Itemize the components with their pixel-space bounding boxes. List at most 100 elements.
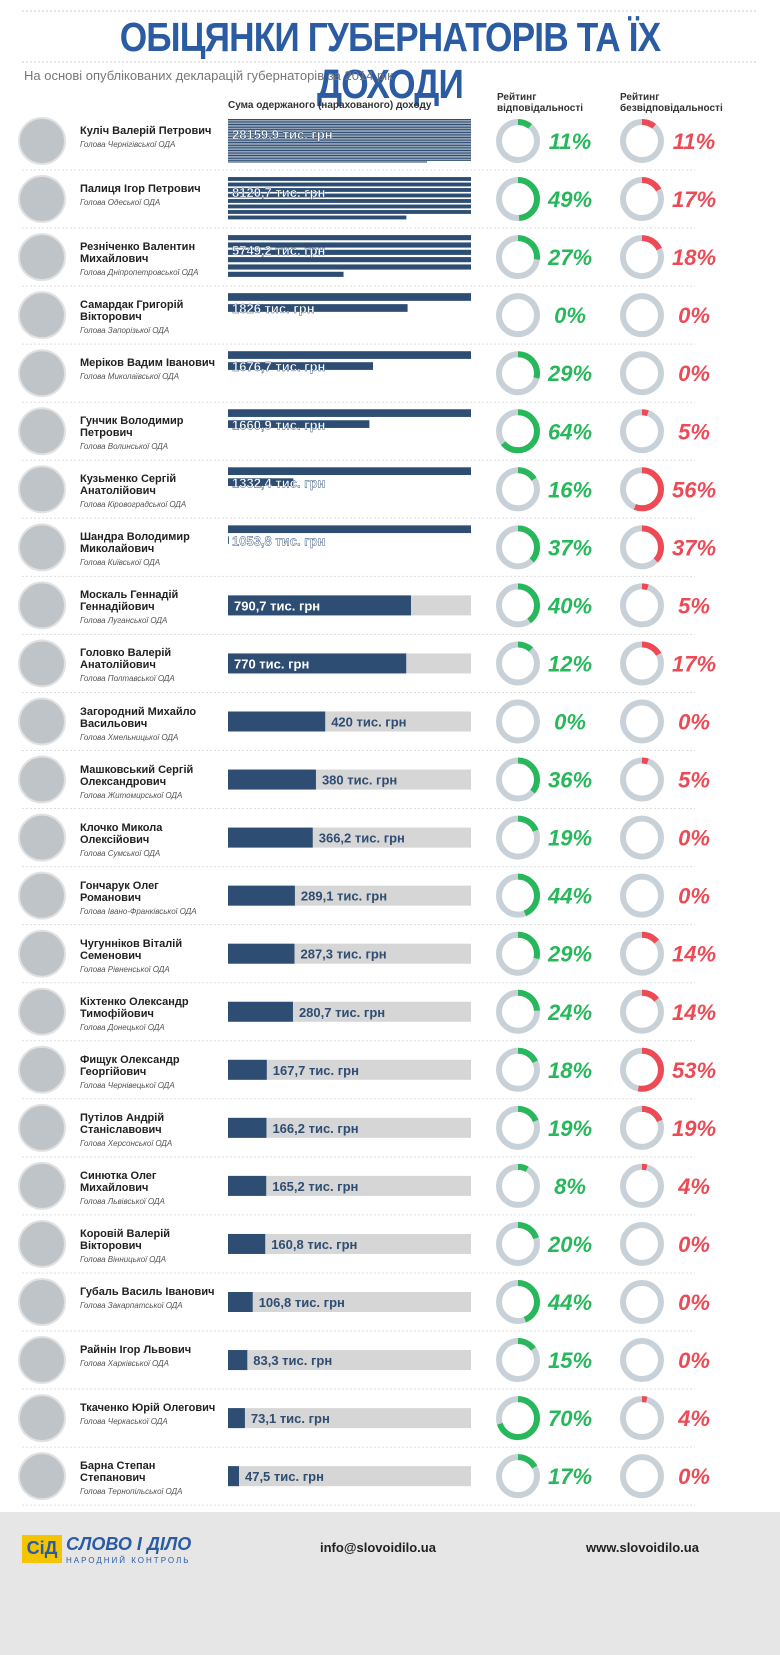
bar-label: 5749,2 тис. грн (232, 243, 325, 258)
donut-arc (620, 931, 664, 976)
bar-track (228, 1408, 471, 1429)
donut-track (620, 409, 664, 454)
position: Голова Сумської ОДА (80, 848, 161, 858)
photo (18, 1103, 66, 1152)
donut-arc (620, 235, 664, 280)
photo (18, 1219, 66, 1268)
bar (228, 215, 407, 220)
bar-label: 1676,7 тис. грн (232, 359, 325, 374)
donut-arc (496, 1221, 540, 1266)
donut-track (620, 815, 664, 860)
bar (228, 151, 471, 153)
bar (228, 132, 471, 134)
bar (228, 159, 471, 161)
photo (18, 1336, 66, 1385)
name: Чугунніков Віталій Семенович Голова Рівне… (80, 938, 220, 976)
percent-label: 19% (548, 1116, 592, 1141)
name: Путілов Андрій Станіславович Голова Херсо… (80, 1112, 220, 1150)
bar (228, 136, 471, 139)
percent-label: 5% (678, 419, 710, 444)
position: Голова Рівненської ОДА (80, 964, 170, 974)
position: Голова Харківської ОДА (80, 1359, 169, 1369)
photo (18, 175, 66, 224)
percent-label: 0% (678, 884, 710, 909)
bar-track (228, 1350, 471, 1371)
bar-label: 280,7 тис. грн (299, 1005, 385, 1020)
percent-label: 5% (678, 593, 710, 618)
bar-track (228, 1117, 471, 1138)
position: Голова Житомирської ОДА (80, 790, 183, 800)
percent-label: 37% (548, 535, 592, 560)
donut-arc (496, 931, 540, 976)
donut-arc (620, 525, 664, 570)
percent-label: 14% (672, 1000, 716, 1025)
name: Губаль Василь Іванович Голова Закарпатськ… (80, 1286, 220, 1312)
donut-arc (620, 583, 664, 628)
bar-label: 47,5 тис. грн (245, 1469, 324, 1484)
donut-arc (620, 989, 664, 1034)
percent-label: 0% (678, 1348, 710, 1373)
bar-label: 160,8 тис. грн (271, 1237, 357, 1252)
percent-label: 0% (678, 710, 710, 735)
percent-label: 0% (678, 303, 710, 328)
donut-arc (496, 1280, 540, 1324)
percent-label: 53% (672, 1058, 716, 1083)
position: Голова Кіровоградської ОДА (80, 500, 187, 510)
logo: СіД (26, 1538, 58, 1558)
percent-label: 0% (678, 1232, 710, 1257)
position: Голова Чернівецької ОДА (80, 1080, 175, 1090)
photo (18, 697, 66, 746)
bar (228, 242, 471, 248)
percent-label: 29% (547, 942, 592, 967)
percent-label: 17% (548, 1464, 592, 1489)
percent-label: 0% (678, 1464, 710, 1489)
bar (228, 199, 471, 203)
bar-label: 380 тис. грн (322, 773, 397, 788)
donut-arc (496, 467, 540, 512)
column-header: Рейтинг відповідальності (497, 92, 584, 114)
donut-arc (496, 351, 540, 396)
name: Самардак Григорій Вікторович Голова Запор… (80, 299, 220, 337)
percent-label: 19% (672, 1116, 716, 1141)
donut-arc (496, 409, 540, 454)
name: Кіхтенко Олександр Тимофійович Голова Дон… (80, 996, 220, 1034)
bar-label: 1660,9 тис. грн (232, 417, 325, 432)
name: Машковський Сергій Олександрович Голова Ж… (80, 764, 220, 802)
bar (228, 177, 471, 181)
donut-arc (496, 583, 540, 628)
percent-label: 44% (547, 1290, 592, 1315)
percent-label: 49% (547, 187, 592, 212)
donut-track (620, 1338, 664, 1383)
donut-track (620, 1221, 664, 1266)
bar (228, 711, 326, 732)
bar-label: 790,7 тис. грн (234, 598, 320, 613)
bar (228, 653, 407, 674)
position: Голова Запорізької ОДА (80, 326, 170, 336)
percent-label: 0% (678, 361, 710, 386)
donut-track (620, 699, 664, 744)
bar (228, 130, 471, 132)
position: Голова Вінницької ОДА (80, 1254, 167, 1264)
percent-label: 14% (672, 942, 716, 967)
position: Голова Київської ОДА (80, 558, 161, 568)
photo (18, 1161, 66, 1210)
bar (228, 525, 471, 534)
percent-label: 0% (554, 710, 586, 735)
percent-label: 27% (547, 245, 592, 270)
bar (228, 156, 471, 158)
bar-label: 106,8 тис. грн (259, 1295, 345, 1310)
photo (18, 349, 66, 398)
bar (228, 595, 411, 616)
position: Голова Донецької ОДА (80, 1022, 165, 1032)
donut-track (620, 351, 664, 396)
bar-label: 73,1 тис. грн (251, 1411, 330, 1426)
bar (228, 769, 316, 790)
donut-arc (620, 467, 664, 512)
photo (18, 1452, 66, 1501)
name: Барна Степан Степанович Голова Тернопільс… (80, 1460, 220, 1498)
name: Райнін Ігор Львович Голова Харківської ОД… (80, 1344, 220, 1370)
column-header: Рейтинг безвідповідальності (620, 92, 723, 114)
photo (18, 1045, 66, 1094)
photo (18, 291, 66, 340)
donut-arc (620, 641, 664, 686)
